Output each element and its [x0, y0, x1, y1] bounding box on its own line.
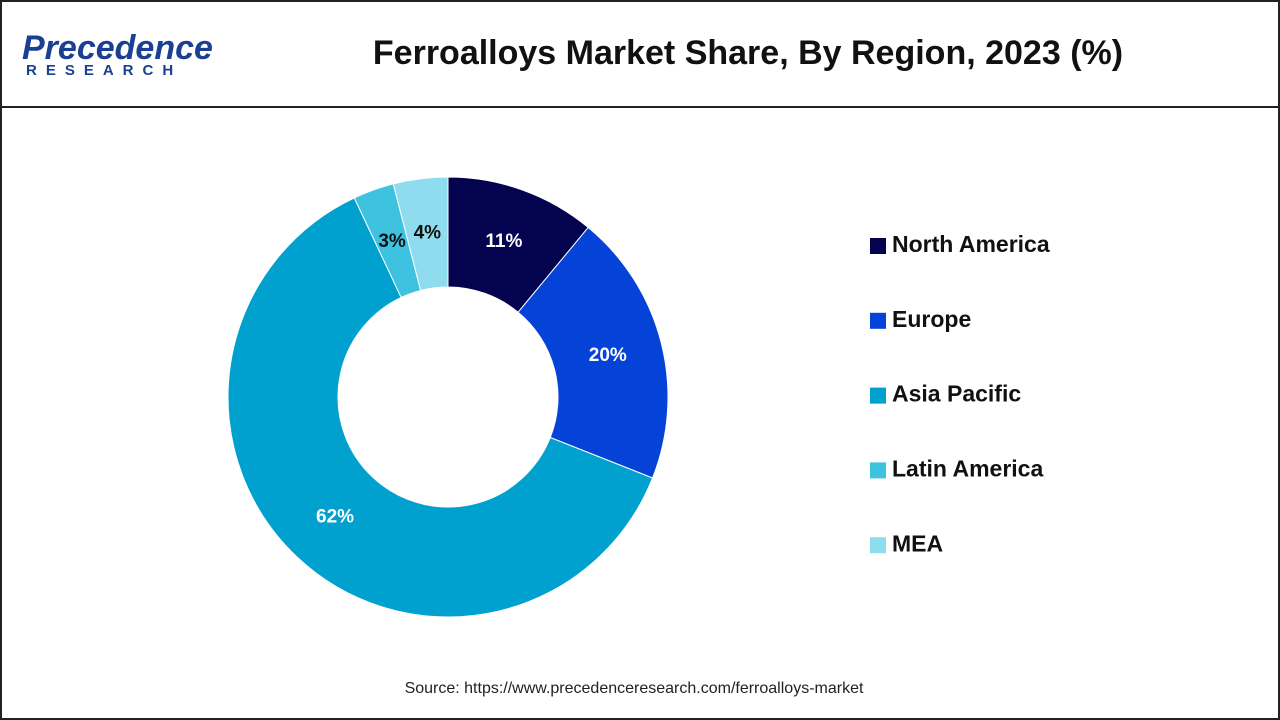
logo-name: Precedence [22, 29, 213, 67]
legend-swatch [870, 537, 886, 554]
logo-tagline: RESEARCH [26, 62, 182, 79]
legend-label: North America [892, 231, 1050, 257]
data-label: 11% [485, 231, 522, 252]
data-label: 62% [316, 506, 354, 527]
donut-slice [517, 226, 669, 479]
data-label: 4% [414, 222, 442, 243]
legend-swatch [870, 238, 886, 254]
legend-swatch [870, 312, 886, 329]
legend-swatch [870, 387, 886, 404]
data-label: 3% [378, 231, 406, 252]
chart-title: Ferroalloys Market Share, By Region, 202… [373, 34, 1123, 72]
legend-label: Europe [892, 306, 971, 332]
legend-swatch [870, 462, 886, 479]
data-label: 20% [589, 345, 627, 366]
legend-label: Latin America [892, 455, 1043, 481]
legend-label: Asia Pacific [892, 381, 1021, 407]
source-note: Source: https://www.precedenceresearch.c… [405, 680, 864, 697]
donut-slice [392, 176, 449, 292]
donut-slice [227, 197, 654, 618]
legend-label: MEA [892, 530, 943, 556]
